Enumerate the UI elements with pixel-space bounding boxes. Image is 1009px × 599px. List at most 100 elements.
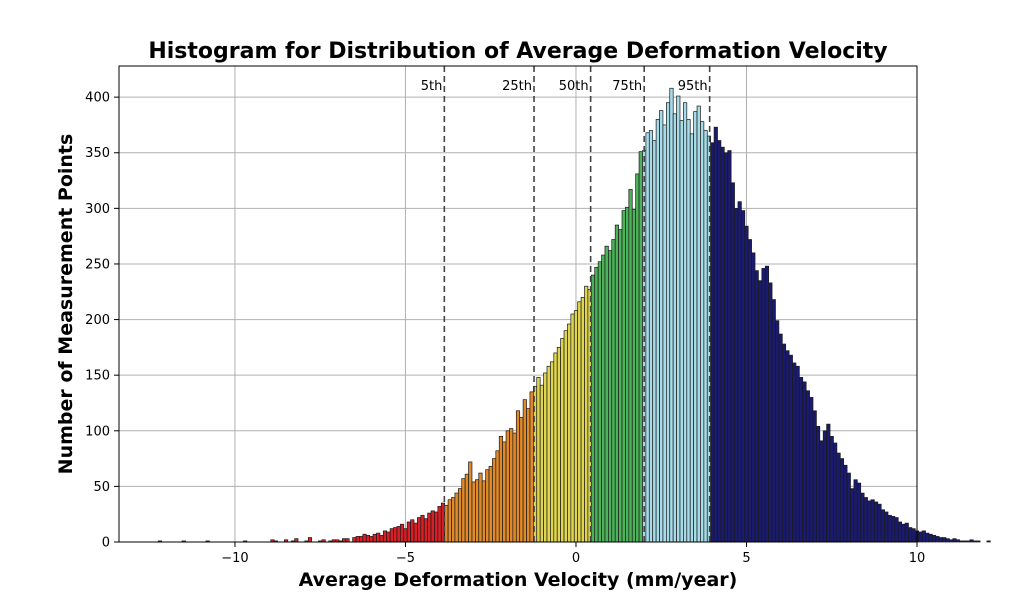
histogram-bar [962,540,967,543]
histogram-bar [406,521,411,543]
histogram-bar [928,533,933,543]
histogram-bar [754,270,759,543]
histogram-bar [580,296,585,543]
percentile-label: 75th [612,79,642,94]
histogram-bar [393,527,398,543]
y-tick-label: 50 [93,480,110,495]
histogram-bar [665,102,671,543]
y-tick-label: 150 [85,369,110,384]
percentile-label: 25th [502,79,532,94]
histogram-bar [645,132,650,543]
y-tick-label: 100 [85,424,110,439]
histogram-bar [949,539,954,543]
y-tick-label: 250 [85,257,110,272]
histogram-bar [437,506,442,543]
histogram-bar [369,536,374,543]
histogram-bar [839,458,845,543]
histogram-bar [850,488,855,543]
histogram-bar [891,516,896,543]
y-tick-label: 350 [85,146,110,161]
histogram-bar [618,229,623,543]
histogram-bar [652,140,657,543]
histogram-bar [976,540,981,543]
histogram-bar [747,239,752,543]
histogram-bar [741,210,746,543]
histogram-bar [880,509,885,543]
histogram-bar [451,497,456,543]
histogram-bar [931,534,937,543]
chart-title: Histogram for Distribution of Average De… [148,39,887,64]
histogram-bar [911,528,916,543]
histogram-bar [969,539,974,543]
histogram-bar [846,472,851,543]
histogram-bar [485,469,490,543]
histogram-bar [519,417,524,543]
histogram-bar [471,481,476,543]
histogram-bar [795,365,800,543]
histogram-bar [635,173,640,543]
histogram-bar [509,428,514,543]
histogram-bar [352,537,357,543]
histogram-bar [788,354,793,543]
histogram-bar [877,503,882,543]
histogram-bar [659,110,664,543]
histogram-bar [420,514,425,543]
histogram-bar [737,201,742,543]
histogram-bar [816,425,821,543]
histogram-bar [897,521,903,543]
y-tick-label: 0 [102,536,110,551]
histogram-bar [454,492,459,543]
histogram-bar [410,519,415,543]
histogram-bar [744,225,749,543]
y-tick-label: 200 [85,313,110,328]
histogram-bar [843,464,848,543]
y-axis-ticks: 0 50 100 150 200 250 300 350 400 [85,91,119,551]
histogram-bar [679,120,684,543]
histogram-bar [870,499,875,543]
histogram-bar [921,530,926,543]
histogram-bar [457,488,463,543]
histogram-bar [710,142,715,543]
histogram-bar [805,390,810,543]
histogram-bar [751,252,756,543]
histogram-bar [856,482,862,543]
percentile-lines: 5th 25th 50th 75th 95th [421,66,711,542]
histogram-bar [396,526,401,543]
histogram-bar [475,479,480,543]
histogram-bar [686,119,691,543]
histogram-bar [468,461,473,543]
histogram-bar [683,102,688,543]
histogram-bar [359,536,364,543]
histogram-bar [594,266,599,543]
histogram-bar [570,313,575,543]
x-tick-label: 5 [742,551,750,566]
histogram-bar [833,442,838,543]
histogram-bar [700,121,705,543]
histogram-bar [959,540,964,543]
histogram-bar [822,430,827,543]
histogram-bar [608,250,613,543]
histogram-bar [495,450,500,543]
histogram-bar [720,146,725,543]
histogram-bar [638,151,643,543]
x-tick-label: 10 [909,551,926,566]
histogram-bar [577,301,582,543]
percentile-label: 50th [559,79,589,94]
y-tick-label: 400 [85,91,110,106]
histogram-bar [727,150,732,543]
histogram-bar [768,282,773,543]
histogram-bar [505,430,510,543]
percentile-label: 95th [678,79,708,94]
histogram-bar [342,538,347,543]
histogram-bar [345,538,350,543]
histogram-bar [972,540,978,543]
histogram-bar [423,518,428,543]
histogram-bar [502,441,507,543]
histogram-bar [966,540,971,543]
histogram-bar [461,478,466,543]
histogram-bar [464,473,469,543]
histogram-bar [604,245,609,543]
histogram-bar [573,310,579,543]
histogram-bar [478,472,483,543]
